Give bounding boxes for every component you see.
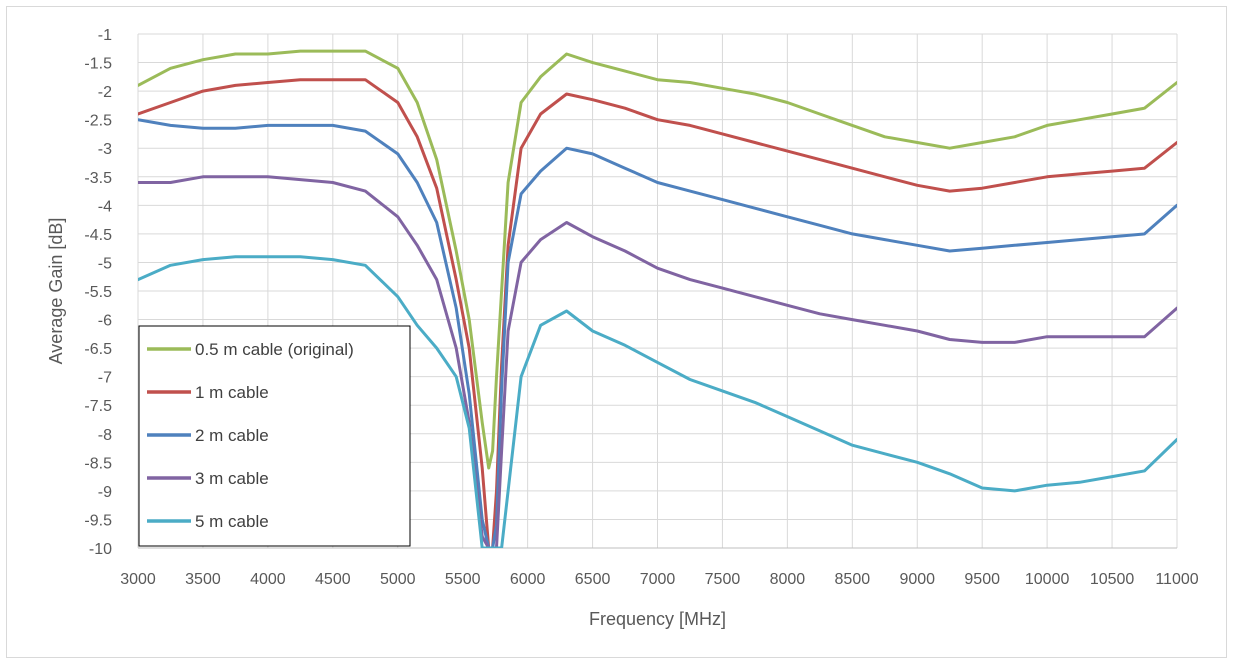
- x-tick-label: 4500: [315, 571, 351, 588]
- x-tick-label: 6000: [510, 571, 546, 588]
- series-line-5: [138, 255, 1177, 548]
- y-tick-label: -2.5: [84, 113, 112, 130]
- x-tick-label: 10500: [1090, 571, 1135, 588]
- x-tick-label: 10000: [1025, 571, 1070, 588]
- legend-label: 5 m cable: [195, 512, 269, 531]
- legend: 0.5 m cable (original) 1 m cable 2 m cable…: [138, 325, 411, 547]
- x-tick-label: 8000: [770, 571, 806, 588]
- y-tick-label: -1: [98, 27, 112, 44]
- x-tick-label: 3000: [120, 571, 156, 588]
- legend-label: 1 m cable: [195, 383, 269, 402]
- y-tick-label: -4.5: [84, 227, 112, 244]
- legend-item: 1 m cable: [147, 383, 269, 402]
- series-line-1: [138, 49, 1177, 470]
- x-tick-label: 6500: [575, 571, 611, 588]
- x-tick-label: 9000: [899, 571, 935, 588]
- x-axis-title: Frequency [MHz]: [589, 609, 726, 629]
- y-tick-label: -1.5: [84, 56, 112, 73]
- series-line-4: [138, 175, 1177, 548]
- y-tick-label: -6.5: [84, 341, 112, 358]
- y-tick-label: -10: [89, 541, 112, 558]
- legend-label: 0.5 m cable (original): [195, 340, 354, 359]
- legend-item: 2 m cable: [147, 426, 269, 445]
- legend-items: 0.5 m cable (original) 1 m cable 2 m cable…: [147, 340, 354, 531]
- x-tick-label: 11000: [1155, 571, 1198, 588]
- x-tick-label: 3500: [185, 571, 221, 588]
- legend-item: 3 m cable: [147, 469, 269, 488]
- y-tick-label: -5.5: [84, 284, 112, 301]
- x-tick-label: 9500: [964, 571, 1000, 588]
- x-tick-label: 7500: [705, 571, 741, 588]
- legend-label: 2 m cable: [195, 426, 269, 445]
- y-tick-label: -6: [98, 313, 112, 330]
- y-tick-label: -8: [98, 427, 112, 444]
- series-line-3: [138, 118, 1177, 548]
- x-tick-label: 5500: [445, 571, 481, 588]
- y-tick-label: -4: [98, 198, 112, 215]
- x-axis-ticks: 3000 3500 4000 4500 5000 5500 6000 6500 7000 7500…: [120, 571, 1199, 588]
- x-tick-label: 5000: [380, 571, 416, 588]
- y-tick-label: -9: [98, 484, 112, 501]
- x-tick-label: 4000: [250, 571, 286, 588]
- y-axis-title: Average Gain [dB]: [46, 218, 66, 365]
- y-tick-label: -7: [98, 370, 112, 387]
- series-line-2: [138, 78, 1177, 548]
- y-tick-label: -7.5: [84, 398, 112, 415]
- legend-item: 5 m cable: [147, 512, 269, 531]
- y-tick-label: -3: [98, 141, 112, 158]
- y-tick-label: -3.5: [84, 170, 112, 187]
- legend-label: 3 m cable: [195, 469, 269, 488]
- x-tick-label: 8500: [835, 571, 871, 588]
- y-tick-label: -8.5: [84, 455, 112, 472]
- legend-item: 0.5 m cable (original): [147, 340, 354, 359]
- y-axis-ticks: -1 -1.5 -2 -2.5 -3 -3.5 -4 -4.5 -5 -5.5 -6 -6.5 -7 -7…: [84, 27, 112, 558]
- series-lines: [138, 49, 1177, 548]
- x-tick-label: 7000: [640, 571, 676, 588]
- y-tick-label: -5: [98, 255, 112, 272]
- y-tick-label: -9.5: [84, 512, 112, 529]
- y-tick-label: -2: [98, 84, 112, 101]
